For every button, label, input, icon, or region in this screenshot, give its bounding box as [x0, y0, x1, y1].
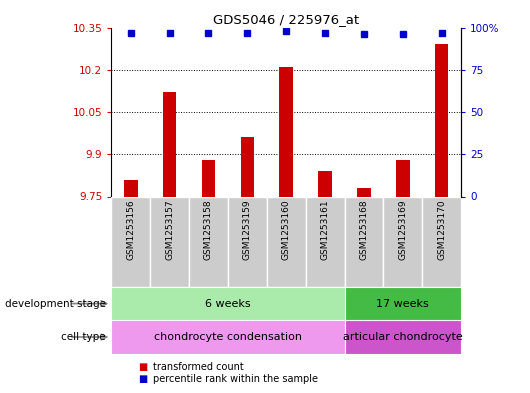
Bar	[435, 44, 448, 196]
Text: 6 weeks: 6 weeks	[205, 299, 251, 309]
Title: GDS5046 / 225976_at: GDS5046 / 225976_at	[213, 13, 359, 26]
Text: GSM1253156: GSM1253156	[126, 199, 135, 260]
Bar	[150, 196, 189, 287]
Text: GSM1253159: GSM1253159	[243, 199, 252, 260]
Text: transformed count: transformed count	[153, 362, 243, 373]
Bar	[111, 320, 344, 354]
Text: percentile rank within the sample: percentile rank within the sample	[153, 374, 317, 384]
Bar	[344, 287, 461, 320]
Text: 17 weeks: 17 weeks	[376, 299, 429, 309]
Text: GSM1253169: GSM1253169	[399, 199, 407, 260]
Bar	[396, 160, 410, 196]
Bar	[279, 67, 293, 196]
Bar	[163, 92, 176, 196]
Bar	[111, 196, 150, 287]
Text: GSM1253168: GSM1253168	[359, 199, 368, 260]
Text: GSM1253170: GSM1253170	[437, 199, 446, 260]
Text: GSM1253158: GSM1253158	[204, 199, 213, 260]
Bar	[201, 160, 215, 196]
Text: articular chondrocyte: articular chondrocyte	[343, 332, 463, 342]
Bar	[383, 196, 422, 287]
Bar	[267, 196, 306, 287]
Bar	[241, 137, 254, 196]
Text: cell type: cell type	[61, 332, 106, 342]
Bar	[357, 188, 370, 196]
Text: GSM1253161: GSM1253161	[321, 199, 330, 260]
Text: GSM1253157: GSM1253157	[165, 199, 174, 260]
Bar	[318, 171, 332, 196]
Bar	[124, 180, 138, 196]
Bar	[422, 196, 461, 287]
Bar	[189, 196, 228, 287]
Bar	[344, 320, 461, 354]
Text: GSM1253160: GSM1253160	[282, 199, 290, 260]
Text: ■: ■	[138, 362, 147, 373]
Bar	[228, 196, 267, 287]
Bar	[344, 196, 383, 287]
Bar	[111, 287, 344, 320]
Bar	[306, 196, 345, 287]
Text: chondrocyte condensation: chondrocyte condensation	[154, 332, 302, 342]
Text: development stage: development stage	[5, 299, 106, 309]
Text: ■: ■	[138, 374, 147, 384]
